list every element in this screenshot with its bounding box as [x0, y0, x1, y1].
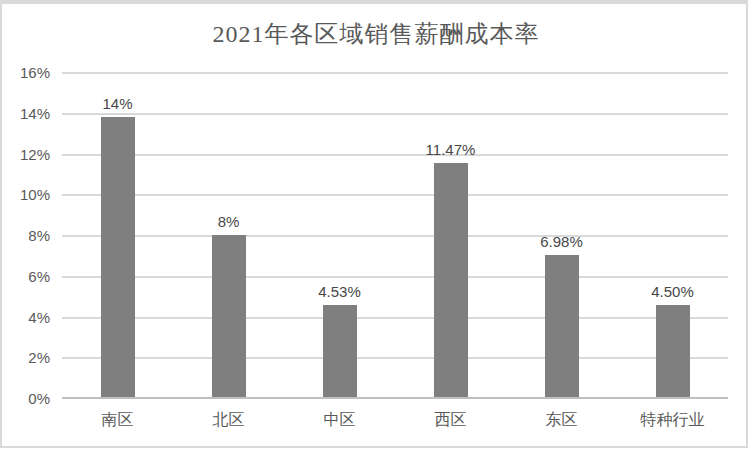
- x-category-label: 特种行业: [617, 409, 728, 431]
- bar-中区: [323, 305, 357, 397]
- y-axis-tick-label: 16%: [0, 64, 50, 82]
- plot-area: [62, 73, 728, 399]
- data-label: 14%: [73, 95, 163, 113]
- data-label: 4.53%: [295, 283, 385, 301]
- chart-title: 2021年各区域销售薪酬成本率: [0, 18, 752, 50]
- bar-北区: [212, 235, 246, 397]
- bar-特种行业: [656, 305, 690, 397]
- y-axis-tick-label: 6%: [0, 268, 50, 286]
- x-category-label: 中区: [284, 409, 395, 431]
- gridline: [62, 154, 728, 156]
- y-axis-tick-label: 10%: [0, 186, 50, 204]
- data-label: 4.50%: [628, 283, 718, 301]
- y-axis-tick-label: 14%: [0, 105, 50, 123]
- data-label: 8%: [184, 213, 274, 231]
- y-axis-tick-label: 8%: [0, 227, 50, 245]
- data-label: 6.98%: [517, 233, 607, 251]
- bar-东区: [545, 255, 579, 397]
- bar-西区: [434, 163, 468, 397]
- gridline: [62, 235, 728, 237]
- y-axis-tick-label: 2%: [0, 349, 50, 367]
- gridline: [62, 357, 728, 359]
- y-axis-tick-label: 4%: [0, 309, 50, 327]
- bar-南区: [101, 117, 135, 397]
- x-category-label: 南区: [62, 409, 173, 431]
- x-category-label: 北区: [173, 409, 284, 431]
- x-category-label: 东区: [506, 409, 617, 431]
- y-axis-tick-label: 12%: [0, 146, 50, 164]
- gridline: [62, 317, 728, 319]
- y-axis-tick-label: 0%: [0, 390, 50, 408]
- gridline: [62, 113, 728, 115]
- gridline: [62, 72, 728, 74]
- gridline: [62, 276, 728, 278]
- bar-chart: 2021年各区域销售薪酬成本率 0% 2% 4% 6% 8% 10% 12% 14% 16% 14…: [0, 0, 752, 452]
- gridline: [62, 194, 728, 196]
- x-category-label: 西区: [395, 409, 506, 431]
- data-label: 11.47%: [406, 141, 496, 159]
